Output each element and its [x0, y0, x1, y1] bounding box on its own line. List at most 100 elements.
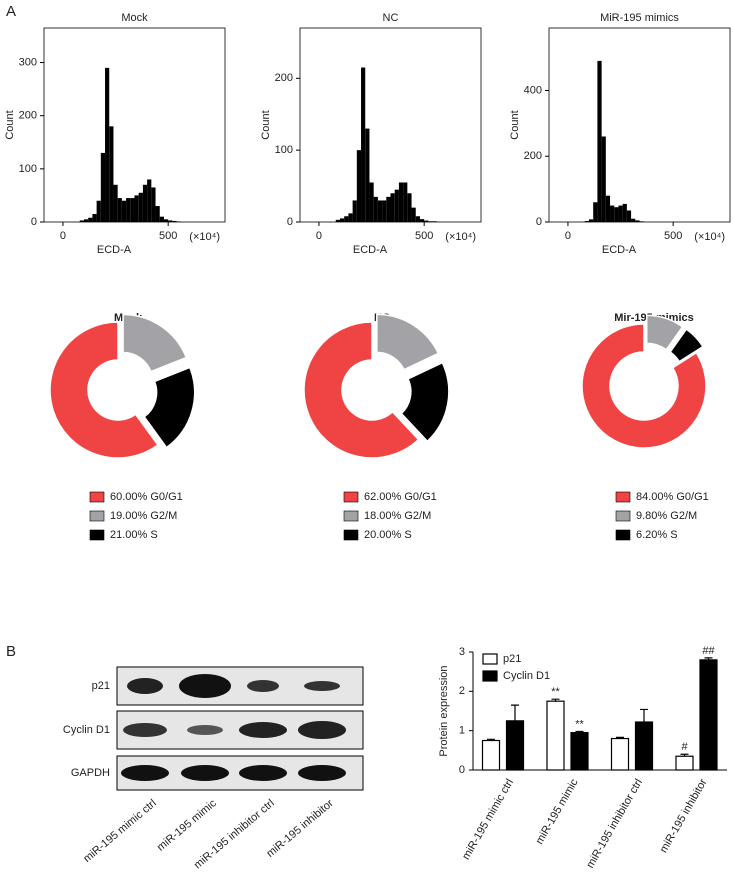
- histogram-bar: [610, 205, 615, 222]
- legend-swatch: [343, 510, 359, 522]
- histogram-bar: [588, 219, 594, 222]
- y-axis-label: Count: [4, 110, 16, 139]
- x-tick-label: 500: [159, 230, 177, 242]
- histogram-bar: [117, 198, 122, 222]
- legend-swatch: [482, 653, 498, 665]
- donut-slice: [645, 314, 684, 351]
- x-tick-label: miR-195 inhibitor: [658, 777, 710, 855]
- y-axis-label: Protein expression: [438, 665, 450, 756]
- x-axis-unit: (×10⁴): [445, 231, 476, 243]
- y-tick-label: 0: [287, 216, 293, 228]
- histogram-bar: [92, 214, 97, 222]
- legend-swatch: [89, 529, 105, 541]
- blot-band: [247, 680, 279, 692]
- error-bar: [551, 698, 560, 702]
- y-tick-label: 0: [536, 216, 542, 228]
- legend-label: 21.00% S: [110, 529, 158, 541]
- legend-swatch: [343, 491, 359, 503]
- donut-slice: [581, 323, 707, 449]
- histogram-bar: [415, 216, 420, 222]
- blot-band: [121, 765, 169, 781]
- chart-title: Mock: [121, 12, 148, 24]
- legend-label: 60.00% G0/G1: [110, 491, 183, 503]
- y-axis-label: Count: [509, 110, 521, 139]
- error-bar: [680, 753, 689, 757]
- bar: [699, 659, 718, 771]
- legend-value: 6.20%: [636, 529, 667, 541]
- legend-label: p21: [503, 653, 521, 665]
- legend-value: 9.80%: [636, 510, 667, 522]
- blot-lane-label: miR-195 mimic ctrl: [81, 797, 158, 865]
- x-tick-label: 0: [316, 230, 322, 242]
- chart-title: MiR-195 mimics: [600, 12, 679, 24]
- x-tick-label: 500: [415, 230, 433, 242]
- histogram-bar: [386, 196, 391, 222]
- panel-label: A: [6, 3, 16, 20]
- histogram-bar: [618, 205, 623, 222]
- histogram-bar: [407, 193, 412, 222]
- histogram-bar: [335, 219, 340, 222]
- x-tick-label: miR-195 mimic: [534, 777, 581, 847]
- histogram-bar: [100, 152, 106, 222]
- y-tick-label: 1: [459, 725, 465, 737]
- blot-band: [298, 765, 346, 781]
- panel-label: B: [6, 643, 16, 660]
- blot-band: [181, 765, 229, 781]
- histogram-bar: [411, 207, 416, 222]
- legend-label: 9.80% G2/M: [636, 510, 697, 522]
- y-tick-label: 2: [459, 685, 465, 697]
- x-tick-label: 500: [664, 230, 682, 242]
- histogram-bar: [601, 136, 606, 222]
- histogram-bar: [377, 200, 383, 222]
- error-bar: [511, 704, 519, 721]
- y-tick-label: 100: [275, 144, 293, 156]
- legend-value: 84.00%: [636, 491, 674, 503]
- x-tick-label: 0: [60, 230, 66, 242]
- histogram-bar: [151, 187, 156, 222]
- histogram-bar: [365, 128, 370, 222]
- histogram-bar: [373, 196, 378, 222]
- histogram-bar: [622, 203, 627, 222]
- histogram-bar: [398, 182, 404, 222]
- histogram-bar: [134, 195, 139, 222]
- y-tick-label: 400: [524, 84, 542, 96]
- legend-label: 18.00% G2/M: [364, 510, 431, 522]
- x-tick-label: miR-195 mimic ctrl: [460, 777, 516, 862]
- y-tick-label: 200: [524, 150, 542, 162]
- blot-band: [179, 674, 231, 698]
- legend-swatch: [343, 529, 359, 541]
- bar: [481, 739, 501, 771]
- histogram-bar: [605, 195, 611, 222]
- y-tick-label: 300: [19, 56, 37, 68]
- donut-slice: [143, 366, 196, 449]
- histogram-bar: [159, 216, 164, 222]
- legend-swatch: [89, 510, 105, 522]
- histogram-bar: [105, 67, 110, 223]
- histogram-bar: [339, 218, 345, 222]
- histogram-bar: [597, 60, 602, 223]
- histogram-bar: [390, 193, 395, 222]
- legend-category: G2/M: [670, 510, 697, 522]
- legend-label: 84.00% G0/G1: [636, 491, 709, 503]
- blot-band: [127, 678, 163, 694]
- legend-value: 62.00%: [364, 491, 402, 503]
- significance-mark: **: [575, 718, 584, 730]
- bar: [675, 755, 694, 771]
- histogram-bar: [163, 219, 169, 222]
- donut-slice: [400, 361, 450, 443]
- histogram-bar: [79, 220, 84, 222]
- histogram-bar: [356, 150, 362, 222]
- blot-row-label: p21: [92, 680, 110, 692]
- histogram-bar: [593, 202, 598, 222]
- donut-slice: [376, 313, 440, 371]
- legend-category: G2/M: [404, 510, 431, 522]
- legend-label: Cyclin D1: [503, 670, 550, 682]
- histogram-bar: [361, 67, 366, 222]
- donut-slice: [122, 313, 188, 373]
- histogram-bar: [348, 213, 353, 222]
- blot-band: [304, 681, 340, 691]
- error-bar: [575, 730, 584, 733]
- legend-category: S: [670, 529, 677, 541]
- blot-band: [239, 722, 287, 738]
